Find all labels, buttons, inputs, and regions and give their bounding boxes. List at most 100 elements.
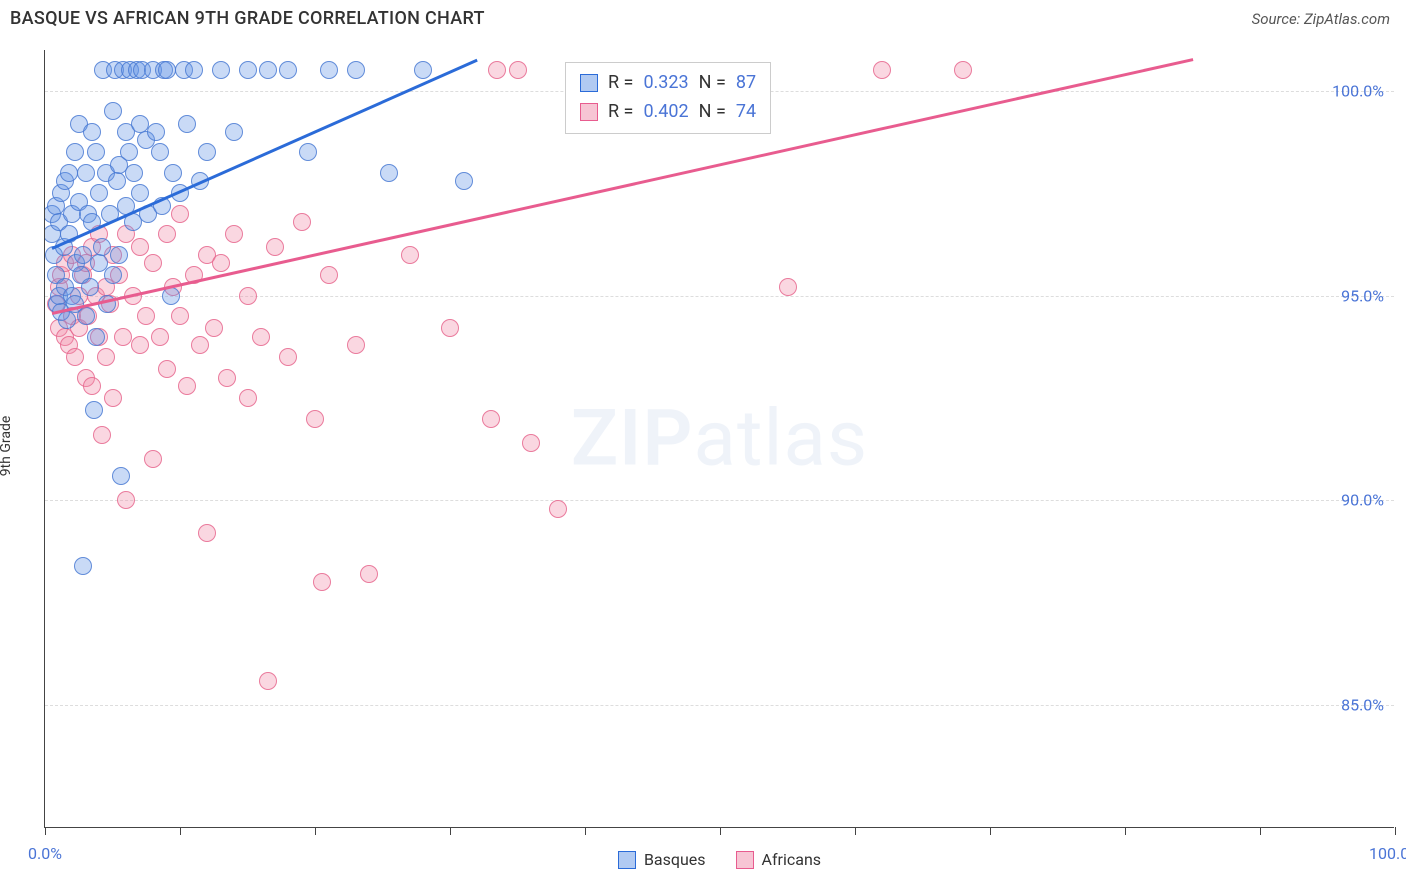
scatter-point — [120, 143, 138, 161]
scatter-point — [97, 348, 115, 366]
scatter-point — [171, 307, 189, 325]
scatter-point — [320, 266, 338, 284]
scatter-point — [954, 61, 972, 79]
scatter-point — [151, 328, 169, 346]
scatter-point — [108, 172, 126, 190]
x-tick — [45, 827, 46, 835]
scatter-point — [205, 319, 223, 337]
scatter-point — [185, 61, 203, 79]
plot-area: 85.0%90.0%95.0%100.0% ZIPatlas R = 0.323… — [44, 50, 1394, 828]
scatter-point — [83, 123, 101, 141]
scatter-point — [252, 328, 270, 346]
legend-swatch-pink-icon — [736, 851, 754, 869]
scatter-point — [158, 61, 176, 79]
scatter-point — [158, 360, 176, 378]
chart-title: BASQUE VS AFRICAN 9TH GRADE CORRELATION … — [10, 8, 485, 29]
y-tick-label: 85.0% — [1341, 696, 1384, 715]
scatter-point — [66, 143, 84, 161]
scatter-point — [77, 307, 95, 325]
x-tick — [180, 827, 181, 835]
x-tick — [720, 827, 721, 835]
scatter-point — [104, 102, 122, 120]
scatter-point — [178, 115, 196, 133]
stats-row-pink: R = 0.402 N = 74 — [580, 98, 756, 127]
scatter-point — [414, 61, 432, 79]
scatter-point — [83, 377, 101, 395]
scatter-point — [81, 278, 99, 296]
scatter-point — [87, 328, 105, 346]
scatter-point — [347, 61, 365, 79]
stats-row-blue: R = 0.323 N = 87 — [580, 69, 756, 98]
scatter-point — [779, 278, 797, 296]
scatter-point — [66, 348, 84, 366]
scatter-point — [293, 213, 311, 231]
y-tick-label: 90.0% — [1341, 491, 1384, 510]
scatter-point — [259, 61, 277, 79]
scatter-point — [117, 491, 135, 509]
swatch-blue-icon — [580, 74, 598, 92]
scatter-point — [212, 254, 230, 272]
scatter-point — [87, 143, 105, 161]
scatter-point — [239, 61, 257, 79]
scatter-point — [198, 143, 216, 161]
legend-item-blue: Basques — [618, 850, 706, 869]
scatter-point — [522, 434, 540, 452]
scatter-point — [320, 61, 338, 79]
scatter-point — [401, 246, 419, 264]
scatter-point — [158, 225, 176, 243]
scatter-point — [147, 123, 165, 141]
scatter-point — [85, 401, 103, 419]
scatter-point — [198, 524, 216, 542]
scatter-point — [225, 123, 243, 141]
scatter-point — [131, 238, 149, 256]
gridline — [45, 500, 1394, 501]
legend: Basques Africans — [45, 850, 1394, 869]
x-tick-label: 0.0% — [28, 844, 62, 863]
source-label: Source: ZipAtlas.com — [1252, 10, 1390, 28]
scatter-point — [455, 172, 473, 190]
scatter-point — [93, 426, 111, 444]
swatch-pink-icon — [580, 103, 598, 121]
y-tick-label: 95.0% — [1341, 286, 1384, 305]
x-tick — [990, 827, 991, 835]
scatter-point — [74, 557, 92, 575]
scatter-point — [93, 238, 111, 256]
y-tick-label: 100.0% — [1332, 81, 1384, 100]
x-tick — [1395, 827, 1396, 835]
scatter-point — [239, 389, 257, 407]
x-tick — [1125, 827, 1126, 835]
scatter-point — [90, 184, 108, 202]
scatter-point — [131, 184, 149, 202]
scatter-point — [58, 311, 76, 329]
gridline — [45, 705, 1394, 706]
scatter-point — [482, 410, 500, 428]
scatter-point — [299, 143, 317, 161]
scatter-point — [441, 319, 459, 337]
x-tick-label: 100.0% — [1369, 844, 1406, 863]
scatter-point — [347, 336, 365, 354]
scatter-point — [144, 254, 162, 272]
scatter-point — [104, 389, 122, 407]
scatter-point — [178, 377, 196, 395]
scatter-point — [151, 143, 169, 161]
scatter-point — [137, 307, 155, 325]
scatter-point — [239, 287, 257, 305]
scatter-point — [509, 61, 527, 79]
scatter-point — [306, 410, 324, 428]
x-tick — [450, 827, 451, 835]
x-tick — [585, 827, 586, 835]
scatter-point — [873, 61, 891, 79]
scatter-point — [360, 565, 378, 583]
scatter-point — [488, 61, 506, 79]
scatter-point — [131, 336, 149, 354]
scatter-point — [164, 164, 182, 182]
scatter-point — [144, 450, 162, 468]
y-axis-label: 9th Grade — [0, 416, 14, 477]
scatter-point — [549, 500, 567, 518]
scatter-point — [225, 225, 243, 243]
scatter-point — [279, 348, 297, 366]
scatter-point — [77, 164, 95, 182]
scatter-point — [171, 205, 189, 223]
x-tick — [855, 827, 856, 835]
scatter-point — [110, 246, 128, 264]
